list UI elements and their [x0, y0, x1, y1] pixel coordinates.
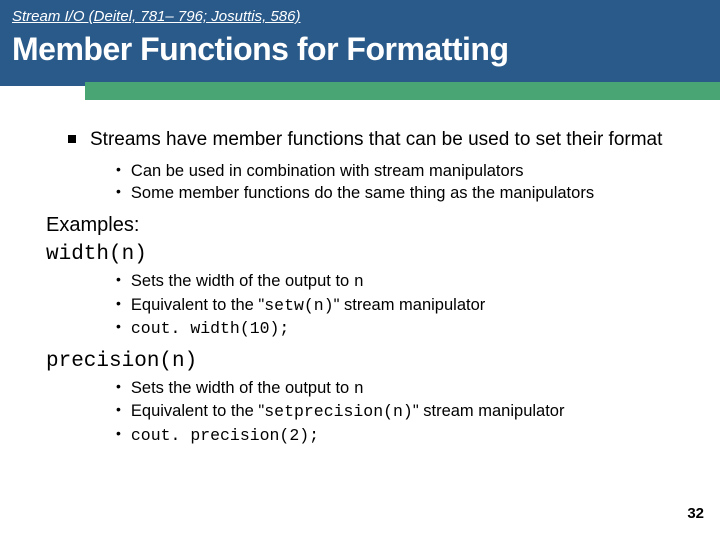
sub-bullet-text: Can be used in combination with stream m…: [131, 160, 690, 182]
sub-bullet-text: Equivalent to the "setprecision(n)" stre…: [131, 400, 690, 423]
accent-band: [85, 82, 720, 100]
code-run: cout. width(10);: [131, 319, 289, 338]
slide-content: Streams have member functions that can b…: [0, 100, 720, 467]
main-bullet: Streams have member functions that can b…: [68, 128, 690, 152]
list-item: • Can be used in combination with stream…: [116, 160, 690, 182]
sub-bullet-text: Equivalent to the "setw(n)" stream manip…: [131, 294, 690, 317]
dot-bullet-icon: •: [116, 424, 121, 447]
main-sub-list: • Can be used in combination with stream…: [116, 160, 690, 205]
text-run: Sets the width of the output to: [131, 272, 354, 290]
dot-bullet-icon: •: [116, 182, 121, 204]
list-item: • cout. precision(2);: [116, 424, 690, 447]
list-item: • Sets the width of the output to n: [116, 270, 690, 293]
text-run: " stream manipulator: [413, 402, 565, 420]
dot-bullet-icon: •: [116, 294, 121, 317]
example2-list: • Sets the width of the output to n • Eq…: [116, 377, 690, 447]
example-name: width(n): [46, 243, 690, 266]
sub-bullet-text: Sets the width of the output to n: [131, 270, 690, 293]
example1-list: • Sets the width of the output to n • Eq…: [116, 270, 690, 340]
list-item: • Equivalent to the "setw(n)" stream man…: [116, 294, 690, 317]
code-run: setprecision(n): [264, 402, 413, 421]
list-item: • cout. width(10);: [116, 317, 690, 340]
page-number: 32: [687, 505, 704, 522]
code-run: cout. precision(2);: [131, 426, 319, 445]
sub-bullet-text: Sets the width of the output to n: [131, 377, 690, 400]
code-run: n: [354, 379, 364, 398]
examples-label: Examples:: [46, 214, 690, 237]
text-run: Sets the width of the output to: [131, 379, 354, 397]
sub-bullet-text: cout. width(10);: [131, 317, 690, 340]
main-bullet-text: Streams have member functions that can b…: [90, 128, 690, 152]
list-item: • Equivalent to the "setprecision(n)" st…: [116, 400, 690, 423]
breadcrumb: Stream I/O (Deitel, 781– 796; Josuttis, …: [12, 8, 708, 25]
slide-header: Stream I/O (Deitel, 781– 796; Josuttis, …: [0, 0, 720, 86]
dot-bullet-icon: •: [116, 160, 121, 182]
list-item: • Sets the width of the output to n: [116, 377, 690, 400]
example-name: precision(n): [46, 350, 690, 373]
dot-bullet-icon: •: [116, 400, 121, 423]
code-run: n: [354, 272, 364, 291]
sub-bullet-text: cout. precision(2);: [131, 424, 690, 447]
dot-bullet-icon: •: [116, 317, 121, 340]
dot-bullet-icon: •: [116, 270, 121, 293]
code-run: setw(n): [264, 296, 333, 315]
sub-bullet-text: Some member functions do the same thing …: [131, 182, 690, 204]
square-bullet-icon: [68, 135, 76, 143]
text-run: Equivalent to the ": [131, 296, 264, 314]
dot-bullet-icon: •: [116, 377, 121, 400]
text-run: " stream manipulator: [334, 296, 486, 314]
text-run: Equivalent to the ": [131, 402, 264, 420]
page-title: Member Functions for Formatting: [12, 31, 708, 68]
list-item: • Some member functions do the same thin…: [116, 182, 690, 204]
